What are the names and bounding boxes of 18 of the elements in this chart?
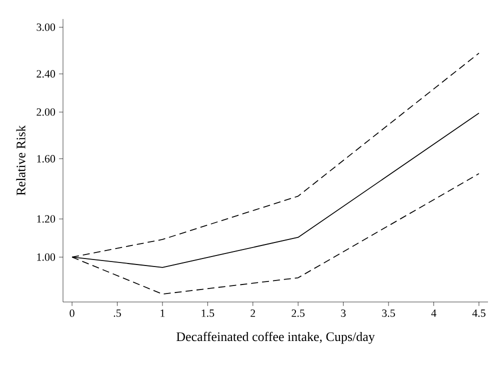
x-tick-label: .5: [114, 309, 121, 317]
x-tick-label: 0: [70, 310, 74, 317]
x-tick-label: 2.5: [292, 309, 305, 317]
y-tick-label: 1.00: [37, 253, 56, 261]
x-axis-title: Decaffeinated coffee intake, Cups/day: [176, 332, 375, 344]
y-tick-label: 1.20: [37, 215, 56, 223]
y-tick-label: 3.00: [36, 23, 56, 31]
x-tick-label: 2: [250, 309, 256, 317]
y-tick-label: 1.60: [37, 155, 56, 162]
y-axis-title: Relative Risk: [16, 125, 26, 196]
y-tick-label: 2.40: [36, 70, 56, 78]
y-tick-label: 2.00: [36, 108, 56, 116]
x-tick-label: 4: [431, 310, 436, 317]
x-tick-label: 3: [341, 309, 346, 317]
x-tick-label: 1.5: [202, 309, 214, 317]
x-tick-label: 3.5: [382, 309, 395, 317]
x-tick-label: 4.5: [472, 310, 486, 317]
x-tick-label: 1: [160, 309, 165, 317]
